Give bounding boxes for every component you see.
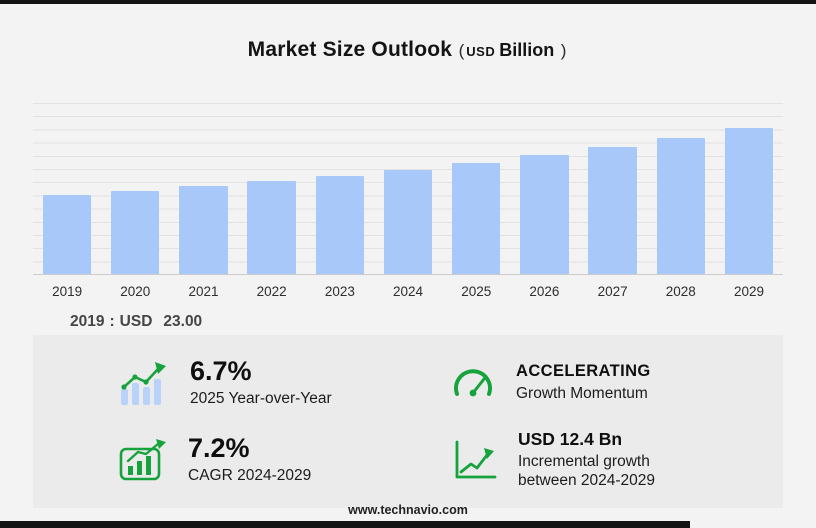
stat-yoy-value: 6.7% — [190, 356, 252, 387]
title-currency: USD — [466, 44, 496, 59]
bar-slot-2021 — [169, 103, 237, 274]
chart-labels: 2019 2020 2021 2022 2023 2024 2025 2026 2027 2028… — [33, 284, 783, 299]
x-tick-2020: 2020 — [120, 284, 151, 299]
gauge-icon — [454, 369, 492, 397]
baseline-annotation: 2019: USD 23.00 — [70, 313, 207, 331]
bar-slot-2028 — [647, 103, 715, 274]
annotation-currency: USD — [119, 313, 153, 330]
bar-2020 — [111, 190, 160, 274]
stat-cagr-caption: CAGR 2024-2029 — [188, 466, 312, 484]
bar-2028 — [656, 137, 705, 274]
stat-cagr: 7.2% CAGR 2024-2029 — [33, 422, 408, 499]
bar-slot-2025 — [442, 103, 510, 274]
x-tick-2023: 2023 — [324, 284, 355, 299]
chart-plot — [33, 103, 783, 275]
bar-slot-2027 — [579, 103, 647, 274]
footer-url: www.technavio.com — [348, 503, 468, 517]
x-tick-2019: 2019 — [52, 284, 83, 299]
stat-yoy: 6.7% 2025 Year-over-Year — [33, 345, 408, 422]
stat-yoy-text: 6.7% 2025 Year-over-Year — [190, 357, 332, 409]
bar-2022 — [247, 180, 296, 274]
x-tick-2028: 2028 — [665, 284, 696, 299]
stat-momentum-value: ACCELERATING — [516, 362, 651, 381]
title-paren-close: ) — [560, 41, 567, 60]
stat-cagr-value: 7.2% — [188, 432, 250, 463]
bar-slot-2023 — [306, 103, 374, 274]
annotation-value: 23.00 — [163, 313, 203, 330]
stat-incremental-value: USD 12.4 Bn — [518, 428, 623, 449]
stat-yoy-caption: 2025 Year-over-Year — [190, 390, 332, 408]
bar-slot-2019 — [33, 103, 101, 274]
bar-2023 — [315, 175, 365, 274]
stat-cagr-text: 7.2% CAGR 2024-2029 — [188, 432, 312, 486]
stats-panel: 6.7% 2025 Year-over-Year ACCELERATING Gr… — [33, 335, 783, 508]
x-tick-2025: 2025 — [461, 284, 492, 299]
title-unit: Billion — [499, 40, 555, 60]
bar-2019 — [42, 195, 92, 274]
x-tick-2027: 2027 — [597, 284, 628, 299]
bar-chart: 2019 2020 2021 2022 2023 2024 2025 2026 2027 2028… — [33, 103, 783, 299]
x-tick-2024: 2024 — [393, 284, 424, 299]
x-tick-2026: 2026 — [529, 284, 560, 299]
stat-momentum: ACCELERATING Growth Momentum — [408, 345, 783, 422]
bar-2027 — [588, 146, 637, 274]
bar-slot-2026 — [510, 103, 578, 274]
page-title: Market Size Outlook (USD Billion ) — [0, 38, 816, 62]
bars-trend-icon — [121, 362, 166, 406]
stat-incremental-text: USD 12.4 Bn Incremental growth between 2… — [518, 429, 703, 491]
bar-2029 — [724, 127, 774, 274]
bar-slot-2020 — [101, 103, 169, 274]
bar-slot-2024 — [374, 103, 442, 274]
annotation-colon: : — [109, 313, 115, 330]
annotation-year: 2019 — [70, 313, 105, 330]
stat-incremental-caption: Incremental growth between 2024-2029 — [518, 452, 656, 489]
bar-2021 — [179, 186, 228, 274]
title-paren-open: ( — [458, 41, 465, 60]
stat-incremental: USD 12.4 Bn Incremental growth between 2… — [408, 422, 783, 499]
top-accent-bar — [0, 0, 816, 4]
x-tick-2021: 2021 — [188, 284, 219, 299]
title-text: Market Size Outlook — [247, 38, 453, 61]
chart-board-icon — [119, 438, 166, 481]
bar-slot-2029 — [715, 103, 783, 274]
bar-slot-2022 — [238, 103, 306, 274]
trend-axis-icon — [455, 440, 497, 479]
stat-momentum-caption: Growth Momentum — [516, 385, 648, 403]
x-tick-2022: 2022 — [256, 284, 287, 299]
x-tick-2029: 2029 — [733, 284, 764, 299]
bar-2024 — [383, 170, 433, 274]
bottom-accent-bar — [0, 521, 690, 528]
stat-momentum-text: ACCELERATING Growth Momentum — [516, 362, 651, 404]
bar-2025 — [452, 163, 501, 274]
bar-2026 — [520, 155, 569, 274]
